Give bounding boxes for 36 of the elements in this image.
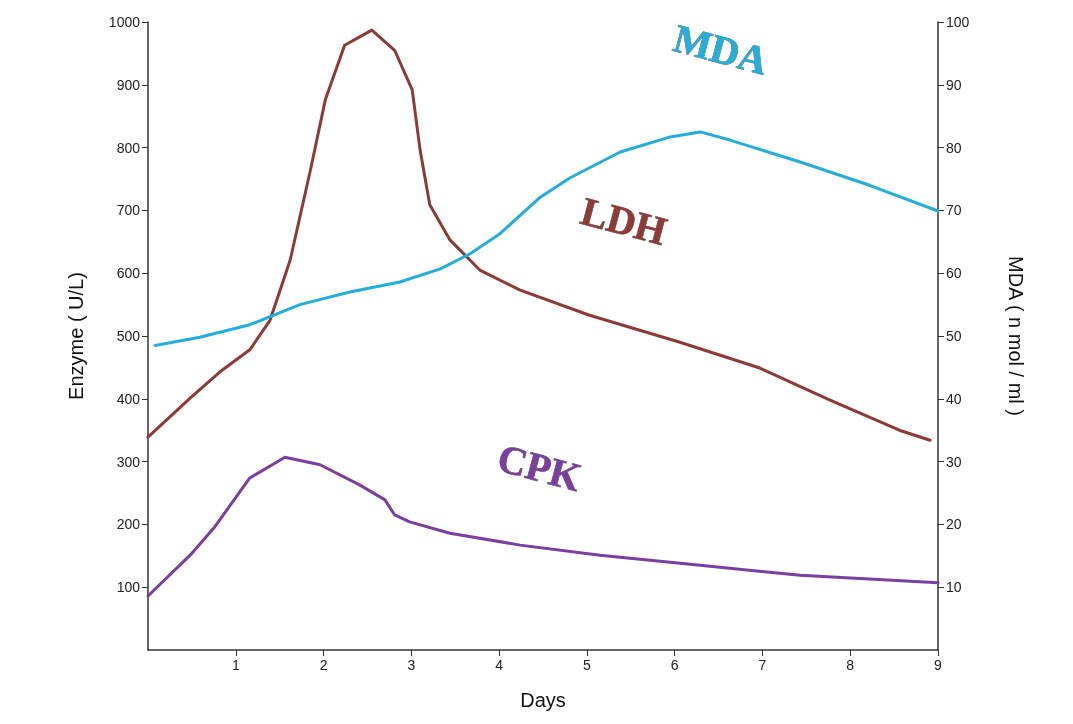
y2-tick-label: 90 (946, 76, 962, 93)
x-tick-label: 6 (670, 657, 679, 673)
x-axis-title: Days (520, 689, 566, 711)
y-tick-label: 200 (116, 516, 141, 533)
x-tick-label: 2 (319, 657, 328, 673)
y-axis-title: Enzyme ( U/L) (65, 272, 87, 400)
x-tick-label: 1 (231, 657, 240, 673)
y-tick-label: 300 (116, 453, 141, 470)
x-tick-label: 9 (934, 657, 943, 673)
x-tick-label: 7 (758, 657, 767, 673)
text: CPK (492, 435, 587, 501)
y2-tick-label: 20 (946, 516, 962, 533)
y-tick-label: 900 (116, 76, 141, 93)
text: MDA (668, 15, 773, 84)
y2-tick-label: 80 (946, 139, 962, 156)
x-tick-label: 3 (407, 657, 416, 673)
y2-tick-label: 50 (946, 328, 962, 344)
y2-tick-label: 60 (946, 265, 962, 282)
y-tick-label: 800 (116, 139, 141, 156)
y-tick-label: 500 (116, 328, 141, 344)
y-tick-label: 1000 (108, 14, 141, 30)
x-tick-label: 8 (846, 657, 855, 673)
y2-tick-label: 30 (946, 453, 962, 470)
y2-tick-label: 70 (946, 202, 962, 219)
y-tick-label: 600 (116, 265, 141, 282)
y2-tick-label: 40 (946, 390, 962, 407)
line-series (153, 130, 940, 347)
y2-axis-title: MDA ( n mol / ml ) (1005, 255, 1027, 417)
y2-tick-label: 10 (946, 579, 962, 596)
y-tick-label: 400 (116, 390, 141, 407)
y-tick-label: 100 (116, 579, 141, 596)
x-tick-label: 5 (582, 657, 591, 673)
y2-tick-label: 100 (946, 14, 970, 30)
x-tick-label: 4 (495, 657, 504, 673)
y-tick-label: 700 (116, 202, 141, 219)
text: LDH (576, 188, 672, 255)
